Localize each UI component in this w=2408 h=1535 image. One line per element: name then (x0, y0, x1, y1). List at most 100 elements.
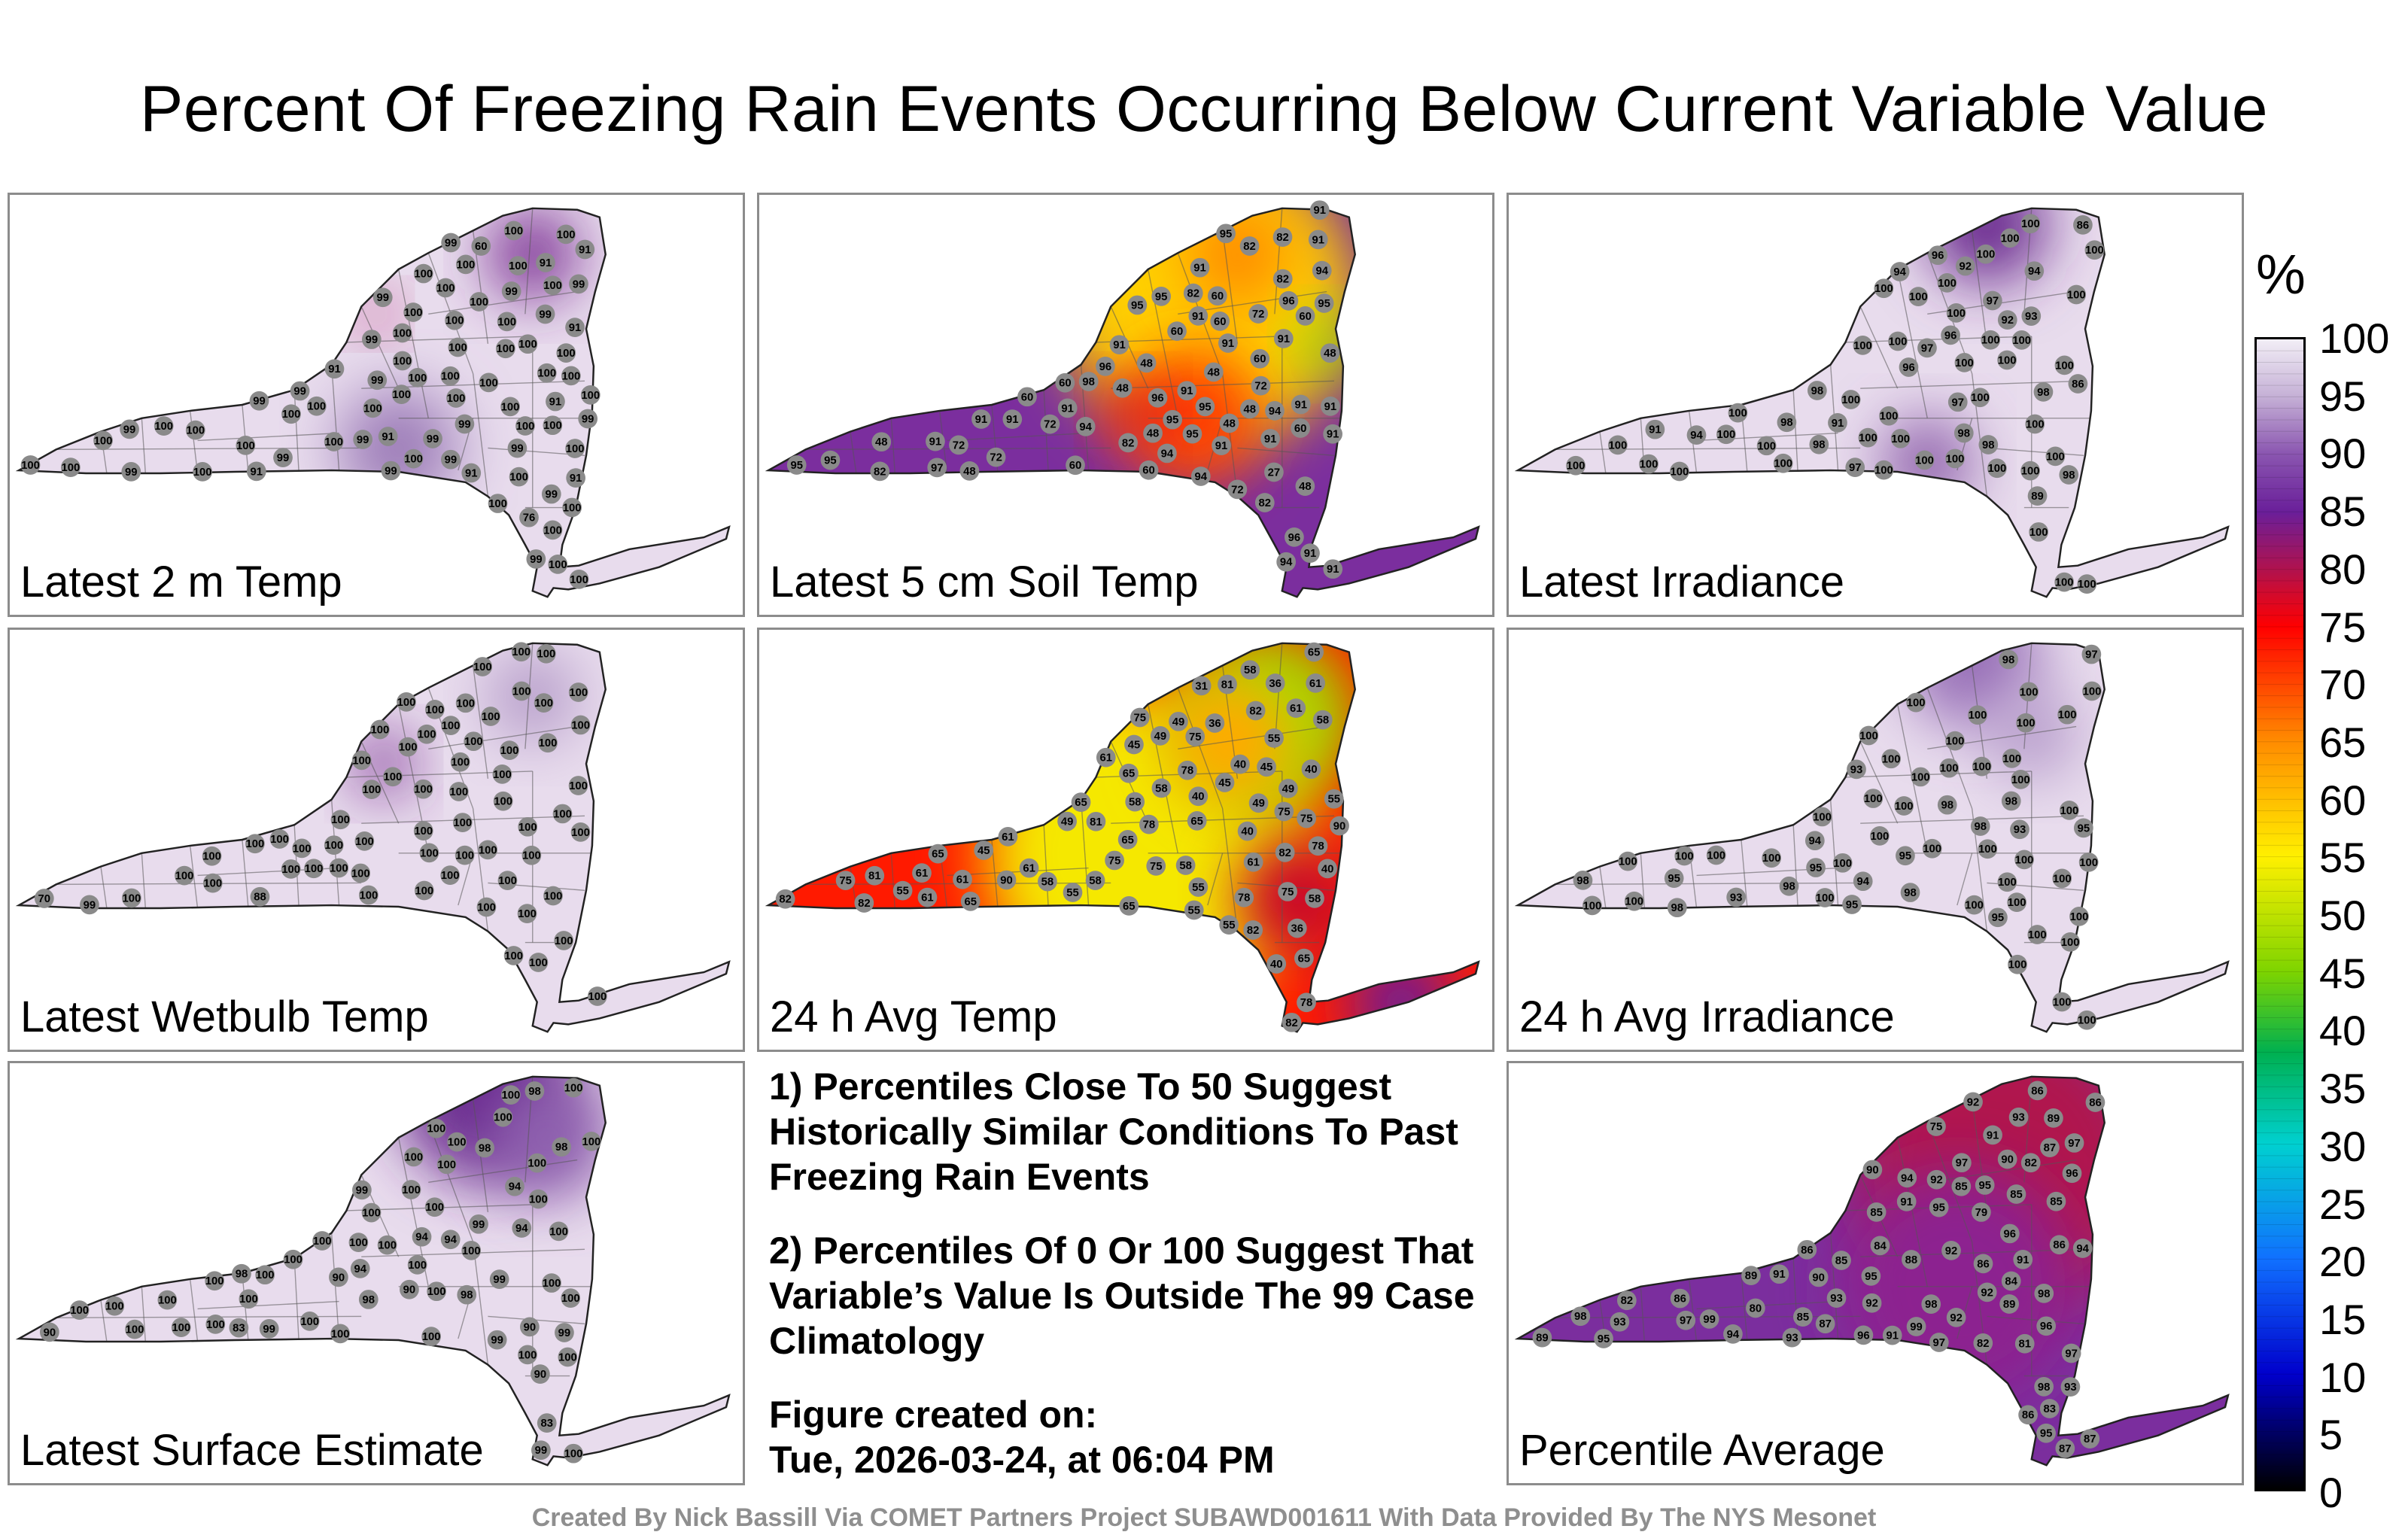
station-dot (1832, 853, 1853, 873)
station-dot (1782, 1327, 1802, 1348)
station-marker: 100 (392, 323, 412, 343)
station-value: 100 (256, 1269, 275, 1281)
station-marker: 65 (1119, 763, 1139, 783)
station-dot (441, 716, 461, 735)
station-value: 91 (2017, 1254, 2029, 1266)
station-value: 58 (1317, 715, 1330, 727)
station-value: 94 (1690, 430, 1703, 442)
station-dot (1188, 306, 1209, 326)
station-marker: 95 (1664, 868, 1684, 889)
station-dot (1109, 335, 1130, 355)
station-value: 99 (546, 489, 558, 501)
station-value: 100 (2029, 527, 2048, 539)
county-line (1860, 815, 2084, 824)
station-value: 72 (1254, 381, 1267, 393)
station-marker: 90 (531, 1364, 550, 1384)
station-value: 60 (1214, 316, 1227, 328)
station-dot (2034, 1376, 2054, 1397)
station-marker: 99 (487, 1330, 507, 1350)
station-marker: 99 (569, 274, 588, 294)
station-dot (543, 886, 563, 906)
station-value: 99 (376, 292, 389, 304)
station-marker: 98 (2034, 1376, 2054, 1397)
station-value: 81 (1090, 816, 1102, 828)
station-marker: 98 (1779, 876, 1799, 896)
station-marker: 40 (1188, 786, 1209, 807)
station-marker: 100 (580, 385, 600, 405)
station-value: 91 (579, 244, 591, 256)
station-dot (1305, 889, 1324, 908)
station-dot (493, 1107, 513, 1127)
station-marker: 72 (1248, 304, 1269, 324)
station-dot (1946, 1308, 1966, 1327)
station-marker: 95 (1594, 1329, 1613, 1348)
station-marker: 100 (2014, 850, 2034, 870)
station-marker: 100 (2011, 770, 2031, 789)
colorbar-tick-label: 0 (2319, 1469, 2343, 1516)
station-dot (1086, 811, 1106, 831)
station-value: 98 (1783, 881, 1795, 893)
station-dot (1285, 527, 1304, 547)
station-dot (469, 292, 489, 312)
station-dot (436, 278, 455, 298)
station-marker: 97 (1917, 338, 1937, 358)
station-value: 100 (566, 443, 585, 455)
station-value: 95 (1932, 1202, 1945, 1214)
station-marker: 48 (1203, 362, 1224, 382)
station-marker: 100 (157, 1290, 178, 1310)
station-marker: 94 (2072, 1239, 2093, 1258)
station-dot (1216, 223, 1236, 244)
station-marker: 100 (473, 657, 493, 676)
station-marker: 100 (329, 858, 349, 878)
station-value: 100 (512, 646, 531, 658)
colorbar-tick-label: 65 (2319, 718, 2367, 766)
station-dot (363, 398, 383, 418)
station-marker: 98 (1999, 649, 2018, 670)
station-dot (1187, 811, 1207, 831)
station-dot (1870, 1236, 1890, 1256)
station-marker: 97 (1952, 1153, 1972, 1173)
station-marker: 94 (440, 1230, 461, 1250)
station-dot (1861, 1266, 1881, 1286)
station-marker: 100 (436, 278, 455, 298)
colorbar-tick-label: 35 (2319, 1065, 2367, 1113)
station-dot (1792, 1307, 1813, 1327)
county-line (524, 208, 534, 315)
county-line (1178, 725, 1327, 749)
station-marker: 100 (1639, 454, 1659, 474)
station-marker: 86 (1973, 1254, 1993, 1274)
station-value: 100 (571, 719, 590, 731)
station-value: 75 (1150, 861, 1163, 873)
station-value: 100 (281, 864, 300, 876)
station-marker: 91 (926, 431, 945, 451)
station-dot (1287, 918, 1307, 938)
station-dot (537, 1413, 557, 1433)
station-value: 100 (494, 796, 512, 808)
station-value: 58 (1309, 893, 1321, 905)
station-marker: 90 (400, 1279, 419, 1299)
station-dot (1728, 403, 1748, 423)
station-dot (1265, 401, 1285, 421)
station-value: 100 (564, 1083, 583, 1095)
station-dot (2069, 907, 2089, 926)
station-dot (1853, 336, 1873, 355)
station-marker: 94 (505, 1176, 524, 1196)
station-value: 100 (1981, 335, 2000, 347)
station-marker: 55 (892, 880, 913, 901)
station-dot (2044, 1108, 2063, 1128)
station-marker: 100 (1706, 845, 1726, 865)
station-value: 48 (1116, 383, 1129, 395)
station-dot (575, 239, 595, 260)
station-marker: 100 (561, 1288, 581, 1309)
station-value: 100 (2060, 805, 2078, 817)
station-dot (556, 224, 576, 245)
station-marker: 60 (471, 236, 491, 256)
station-dot (1203, 362, 1224, 382)
station-value: 99 (371, 375, 384, 387)
station-marker: 100 (564, 1078, 584, 1098)
station-value: 100 (488, 498, 507, 510)
station-dot (1178, 760, 1197, 780)
station-value: 100 (558, 1351, 577, 1363)
station-marker: 100 (414, 880, 434, 901)
station-marker: 100 (452, 813, 473, 833)
